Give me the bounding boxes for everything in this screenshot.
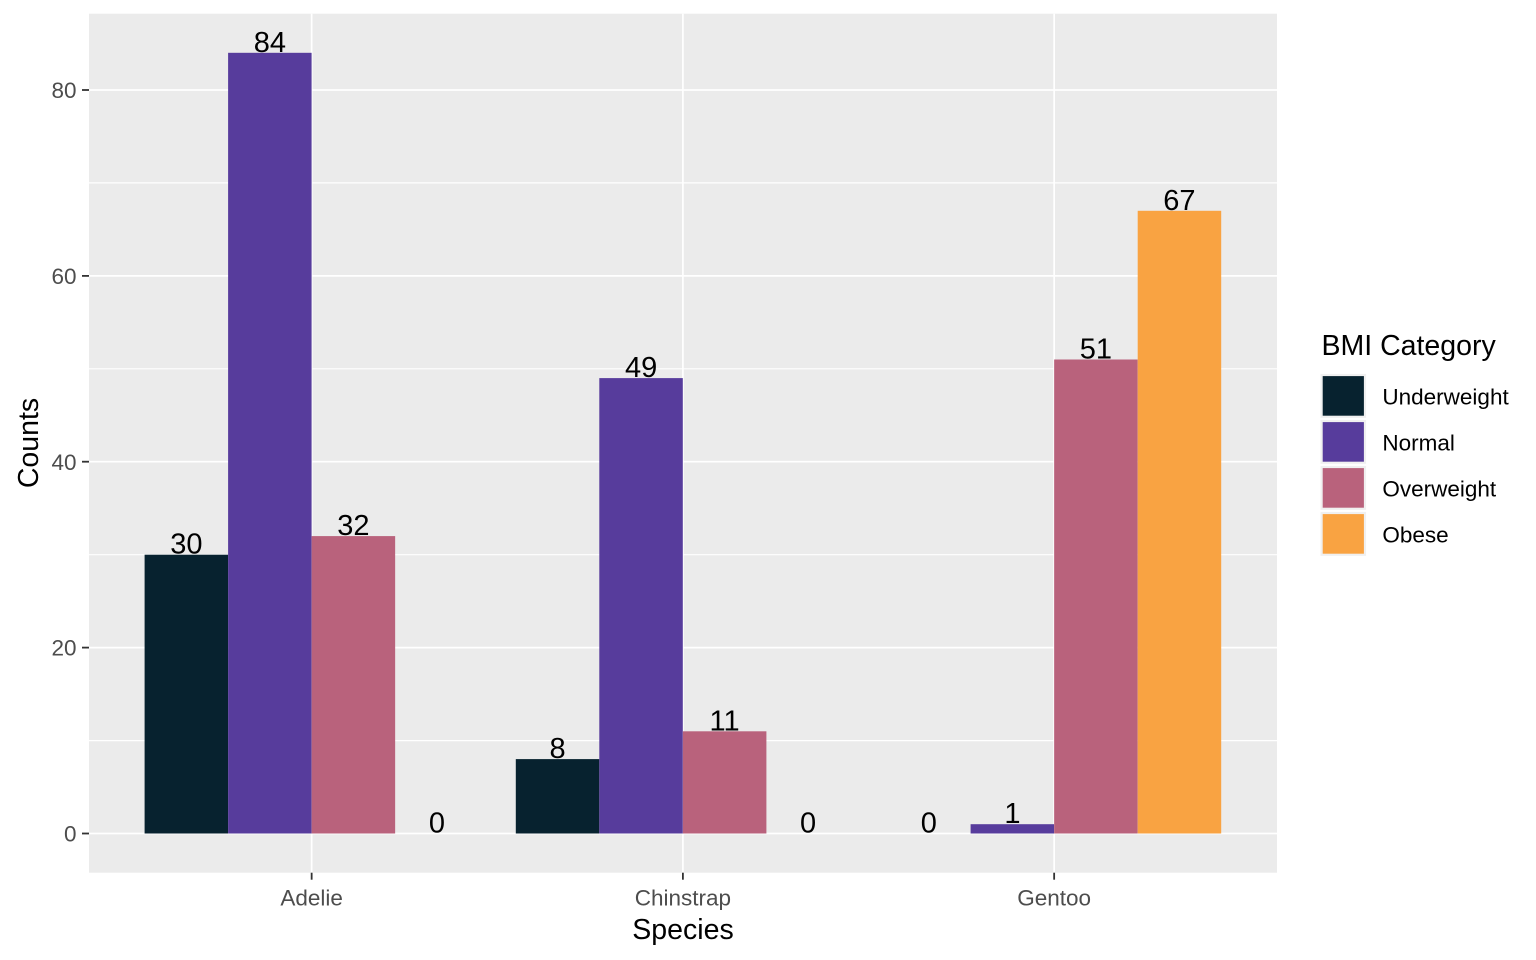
svg-text:Adelie: Adelie bbox=[280, 886, 343, 911]
svg-text:80: 80 bbox=[51, 78, 76, 103]
svg-text:0: 0 bbox=[429, 808, 445, 840]
svg-text:Overweight: Overweight bbox=[1382, 476, 1497, 501]
svg-text:Counts: Counts bbox=[13, 398, 45, 488]
svg-text:40: 40 bbox=[51, 450, 76, 475]
svg-text:Normal: Normal bbox=[1382, 430, 1455, 455]
svg-text:84: 84 bbox=[254, 27, 286, 59]
svg-text:BMI Category: BMI Category bbox=[1322, 330, 1497, 362]
svg-text:Gentoo: Gentoo bbox=[1017, 886, 1091, 911]
svg-text:32: 32 bbox=[337, 510, 369, 542]
svg-text:11: 11 bbox=[710, 705, 740, 737]
svg-text:Obese: Obese bbox=[1382, 522, 1448, 547]
svg-text:0: 0 bbox=[800, 808, 816, 840]
svg-text:20: 20 bbox=[51, 636, 76, 661]
svg-text:8: 8 bbox=[550, 733, 566, 765]
svg-text:Chinstrap: Chinstrap bbox=[635, 886, 731, 911]
svg-text:67: 67 bbox=[1163, 185, 1195, 217]
svg-text:Species: Species bbox=[632, 914, 733, 946]
svg-text:49: 49 bbox=[625, 352, 657, 384]
svg-text:1: 1 bbox=[1004, 798, 1020, 830]
svg-text:0: 0 bbox=[921, 808, 937, 840]
svg-text:0: 0 bbox=[64, 822, 77, 847]
svg-text:Underweight: Underweight bbox=[1382, 384, 1509, 409]
svg-text:60: 60 bbox=[51, 264, 76, 289]
svg-text:51: 51 bbox=[1080, 334, 1112, 366]
svg-text:30: 30 bbox=[170, 529, 202, 561]
